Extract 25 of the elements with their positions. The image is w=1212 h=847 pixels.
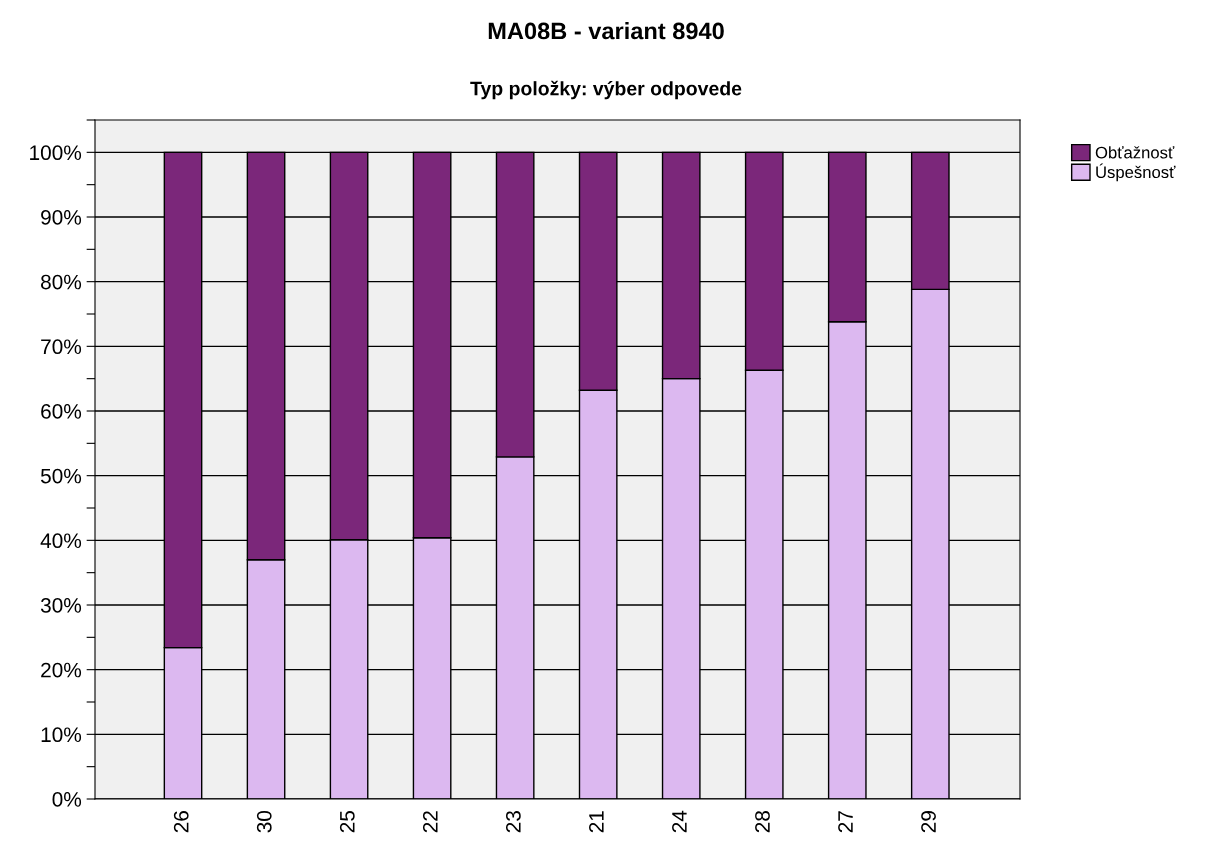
y-tick-label: 50% [40,468,82,484]
y-tick-label: 10% [41,727,82,743]
x-tick-label: 28 [755,811,770,833]
x-tick-label: 27 [838,811,853,833]
y-tick-label: 30% [40,598,82,613]
x-tick-label: 22 [422,811,438,833]
x-tick-label: 24 [672,810,687,833]
y-tick-label: 100% [30,145,82,161]
x-tick-label: 29 [921,811,936,833]
y-tick-label: 60% [41,404,82,419]
x-tick-label: 25 [339,810,355,833]
y-tick-label: 80% [41,274,82,290]
x-tick-label: 23 [505,811,521,833]
legend-label: Obťažnosť [1095,146,1175,159]
chart-title: MA08B - variant 8940 [488,22,724,40]
x-tick-label: 26 [173,811,189,833]
legend-label: Úspešnosť [1096,163,1176,182]
y-tick-label: 20% [41,662,82,678]
y-tick-label: 40% [40,533,82,549]
y-tick-label: 0% [52,792,82,807]
y-tick-label: 90% [41,210,82,225]
y-tick-label: 70% [41,339,82,355]
chart-subtitle: Typ položky: výber odpovede [470,80,742,100]
x-tick-label: 30 [256,810,272,833]
x-tick-label: 21 [589,811,604,833]
